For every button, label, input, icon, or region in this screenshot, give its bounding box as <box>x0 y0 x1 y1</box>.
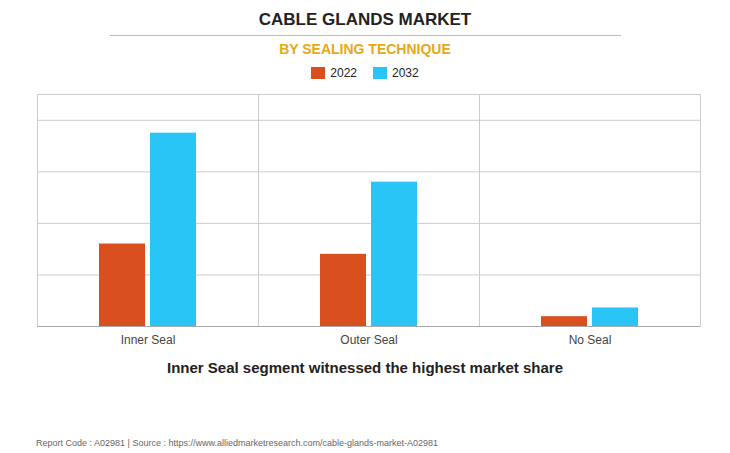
svg-text:No Seal: No Seal <box>569 333 612 347</box>
html-text:2032: 2032 <box>392 66 419 80</box>
html-text:BY SEALING TECHNIQUE: BY SEALING TECHNIQUE <box>279 41 451 57</box>
html-text:2022: 2022 <box>330 66 357 80</box>
svg-text:Inner Seal: Inner Seal <box>121 333 176 347</box>
html-text:Inner Seal segment witnessed t: Inner Seal segment witnessed the highest… <box>167 359 563 376</box>
html-text:CABLE GLANDS MARKET: CABLE GLANDS MARKET <box>258 10 472 29</box>
html-text:Report Code : A02981 | Source: Report Code : A02981 | Source : https://… <box>36 438 438 448</box>
svg-text:Outer Seal: Outer Seal <box>340 333 397 347</box>
